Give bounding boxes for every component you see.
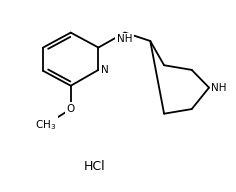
Text: HCl: HCl (84, 160, 106, 173)
Text: N: N (101, 65, 109, 75)
Text: NH: NH (211, 83, 227, 93)
Text: NH: NH (117, 35, 133, 45)
Text: CH$_3$: CH$_3$ (35, 118, 56, 132)
Text: O: O (67, 104, 75, 114)
